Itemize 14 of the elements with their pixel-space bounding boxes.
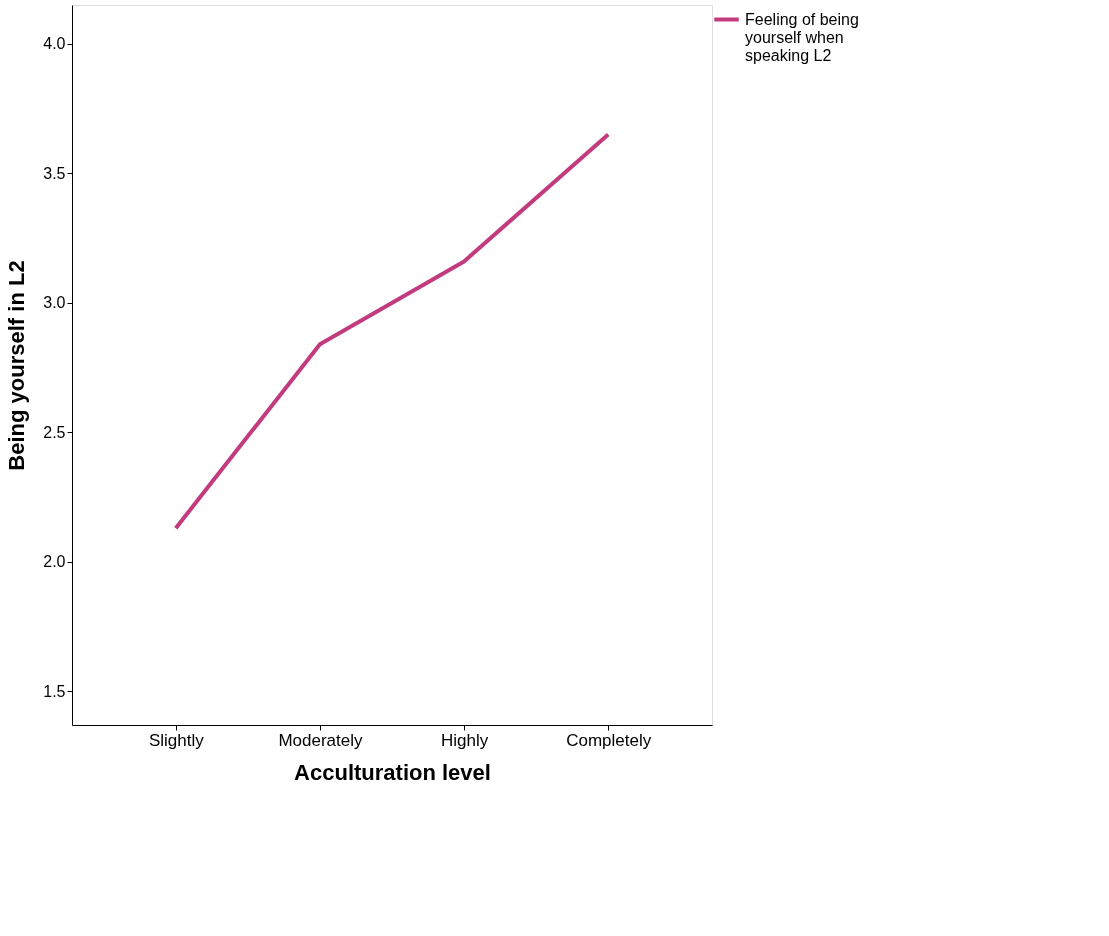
- y-tick-label: 3.5: [43, 164, 66, 182]
- y-tick-label: 3.0: [43, 294, 66, 312]
- x-tick-label: Moderately: [278, 730, 363, 750]
- y-tick-label: 1.5: [43, 682, 66, 700]
- y-axis-title: Being yourself in L2: [4, 260, 30, 471]
- x-tick-label: Slightly: [148, 730, 205, 750]
- line-series: [173, 132, 611, 531]
- y-tick-label: 2.5: [43, 423, 66, 441]
- x-tick-label: Completely: [566, 730, 652, 750]
- x-tick-label: Highly: [440, 730, 489, 750]
- y-tick-label: 2.0: [43, 553, 66, 571]
- legend-label: Feeling of being yourself when speaking L2: [745, 10, 859, 64]
- y-tick-label: 4.0: [43, 35, 66, 53]
- x-axis-title: Acculturation level: [294, 759, 491, 785]
